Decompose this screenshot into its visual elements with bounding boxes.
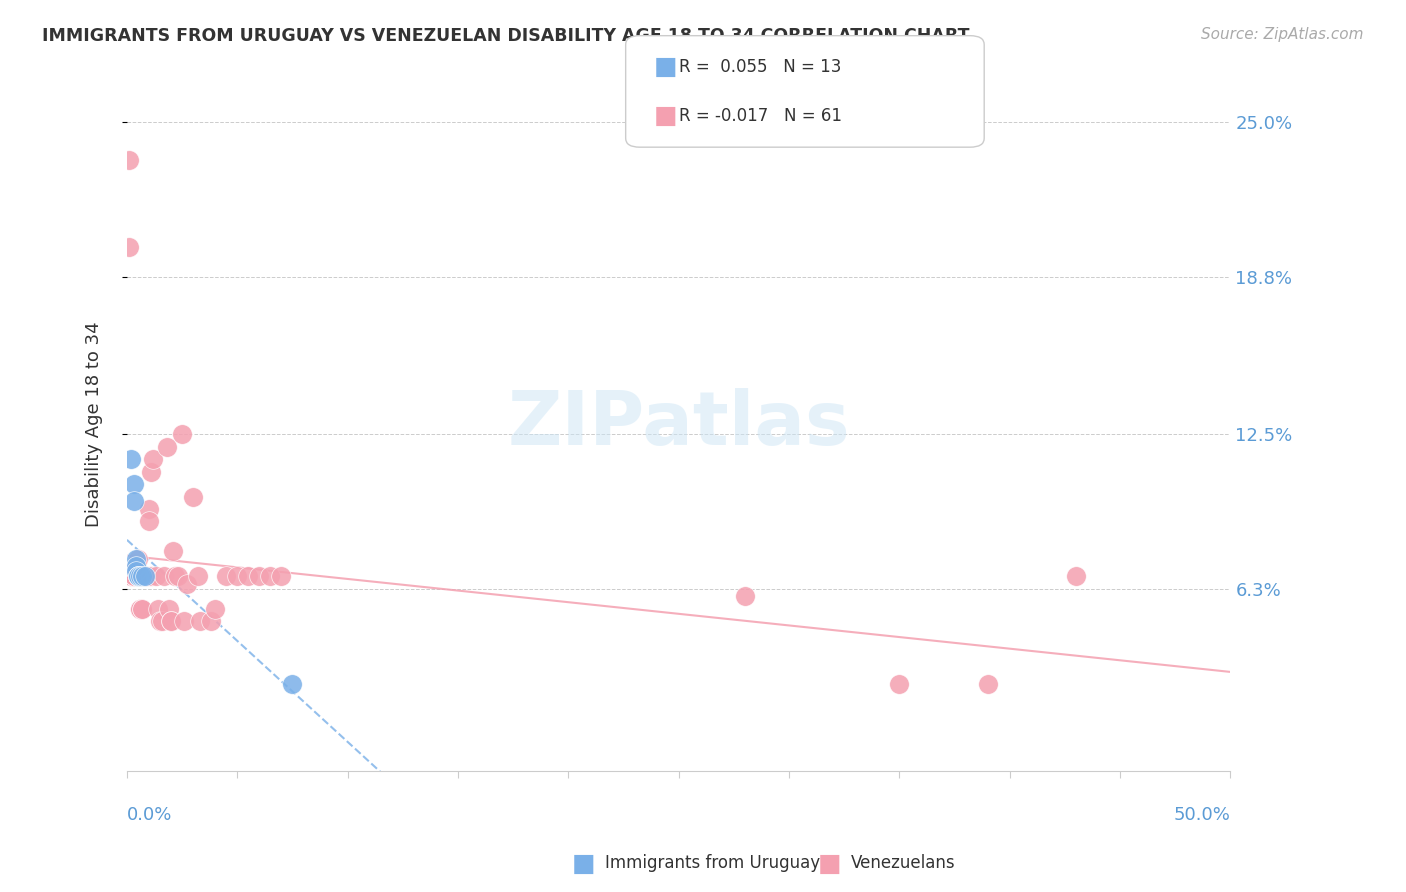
Point <box>122 569 145 583</box>
Point <box>122 569 145 583</box>
Point <box>129 601 152 615</box>
Point <box>131 569 153 583</box>
Point <box>125 565 148 579</box>
Point <box>141 569 163 583</box>
Point <box>118 153 141 167</box>
Point <box>127 569 149 583</box>
Point <box>120 452 142 467</box>
Point <box>238 569 260 583</box>
Text: 0.0%: 0.0% <box>127 805 173 824</box>
Text: Source: ZipAtlas.com: Source: ZipAtlas.com <box>1201 27 1364 42</box>
Point <box>125 559 148 574</box>
Text: ZIPatlas: ZIPatlas <box>508 388 851 460</box>
Point <box>122 494 145 508</box>
Text: ■: ■ <box>654 55 678 78</box>
Text: ■: ■ <box>818 852 841 875</box>
Text: IMMIGRANTS FROM URUGUAY VS VENEZUELAN DISABILITY AGE 18 TO 34 CORRELATION CHART: IMMIGRANTS FROM URUGUAY VS VENEZUELAN DI… <box>42 27 970 45</box>
Point <box>127 569 149 583</box>
Point <box>127 569 149 583</box>
Point <box>157 601 180 615</box>
Point <box>142 452 165 467</box>
Point <box>281 676 304 690</box>
Point <box>127 552 149 566</box>
Point <box>122 569 145 583</box>
Text: ■: ■ <box>572 852 595 875</box>
Point <box>889 676 911 690</box>
Point <box>181 490 204 504</box>
Point <box>134 569 156 583</box>
Text: R = -0.017   N = 61: R = -0.017 N = 61 <box>679 107 842 125</box>
Point <box>129 601 152 615</box>
Point <box>186 569 208 583</box>
Point <box>176 576 198 591</box>
Point <box>138 515 160 529</box>
Point <box>120 569 142 583</box>
Y-axis label: Disability Age 18 to 34: Disability Age 18 to 34 <box>86 321 103 527</box>
Point <box>125 559 148 574</box>
Point <box>215 569 238 583</box>
Point <box>162 544 184 558</box>
Text: 50.0%: 50.0% <box>1174 805 1230 824</box>
Point <box>259 569 281 583</box>
Point <box>173 614 195 628</box>
Point <box>134 569 156 583</box>
Point <box>153 569 176 583</box>
Point <box>131 601 153 615</box>
Point <box>172 427 194 442</box>
Point <box>138 502 160 516</box>
Point <box>150 614 173 628</box>
Point <box>120 569 142 583</box>
Point <box>118 240 141 254</box>
Point <box>160 614 183 628</box>
Text: Venezuelans: Venezuelans <box>851 855 955 872</box>
Point <box>146 601 169 615</box>
Point <box>160 614 183 628</box>
Text: ■: ■ <box>654 104 678 128</box>
Point <box>131 569 153 583</box>
Point <box>1064 569 1087 583</box>
Point <box>125 552 148 566</box>
Point <box>129 569 152 583</box>
Text: R =  0.055   N = 13: R = 0.055 N = 13 <box>679 58 841 76</box>
Point <box>145 569 167 583</box>
Point <box>200 614 222 628</box>
Point <box>125 565 148 579</box>
Point <box>135 569 157 583</box>
Point <box>134 569 156 583</box>
Point <box>188 614 211 628</box>
Point <box>149 614 172 628</box>
Point <box>122 569 145 583</box>
Point <box>156 440 179 454</box>
Point <box>127 569 149 583</box>
Point <box>129 601 152 615</box>
Point <box>120 569 142 583</box>
Point <box>131 569 153 583</box>
Point <box>125 562 148 576</box>
Point <box>270 569 292 583</box>
Point <box>166 569 188 583</box>
Point <box>122 477 145 491</box>
Point <box>165 569 187 583</box>
Point <box>976 676 998 690</box>
Point <box>127 569 149 583</box>
Point <box>131 601 153 615</box>
Text: Immigrants from Uruguay: Immigrants from Uruguay <box>605 855 820 872</box>
Point <box>141 465 163 479</box>
Point <box>120 569 142 583</box>
Point <box>247 569 270 583</box>
Point <box>204 601 226 615</box>
Point <box>734 589 756 603</box>
Point <box>226 569 249 583</box>
